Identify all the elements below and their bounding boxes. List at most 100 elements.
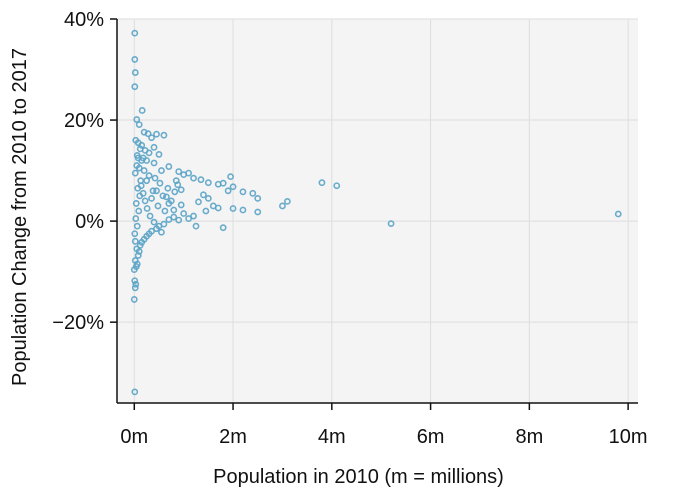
data-point <box>185 169 193 177</box>
data-point <box>174 181 182 189</box>
x-axis-ticks: 0m 2m 4m 6m 8m 10m <box>120 403 648 448</box>
data-point <box>171 188 179 196</box>
data-point <box>144 130 152 138</box>
data-point <box>254 208 262 216</box>
x-tick-label: 6m <box>417 426 445 448</box>
data-point <box>177 201 185 209</box>
data-point <box>192 222 200 230</box>
data-point <box>131 388 139 396</box>
data-point <box>150 218 158 226</box>
data-point <box>249 189 257 197</box>
data-point <box>132 215 140 222</box>
data-point <box>132 200 140 207</box>
y-tick-label: 40% <box>64 9 104 31</box>
y-tick-label: 20% <box>64 110 104 132</box>
data-point <box>318 179 326 187</box>
data-point <box>164 184 172 192</box>
data-point <box>219 224 227 232</box>
data-point <box>387 220 395 228</box>
data-point <box>131 277 139 285</box>
data-point <box>133 162 141 169</box>
data-point <box>139 189 147 197</box>
data-point <box>133 245 141 253</box>
data-point <box>145 149 153 157</box>
data-point <box>154 202 162 210</box>
data-point <box>279 202 286 210</box>
data-point <box>158 167 165 174</box>
y-axis-title: Population Change from 2010 to 2017 <box>9 48 31 386</box>
y-axis-ticks: −20% 0% 20% 40% <box>52 9 117 334</box>
data-point <box>190 212 197 220</box>
data-point <box>165 216 173 223</box>
data-point <box>283 197 291 205</box>
data-point <box>141 197 149 205</box>
x-tick-label: 2m <box>219 426 247 448</box>
data-point <box>151 174 159 182</box>
data-point <box>140 167 148 174</box>
data-point <box>150 143 158 151</box>
data-point <box>195 198 202 206</box>
data-point <box>143 205 151 212</box>
data-point <box>224 187 232 195</box>
data-point <box>158 228 165 236</box>
data-point <box>170 213 178 221</box>
data-point <box>202 207 210 215</box>
data-point <box>197 176 205 184</box>
data-point <box>227 173 234 181</box>
plot-panel <box>117 19 638 403</box>
data-point <box>219 179 227 187</box>
data-point <box>146 212 154 220</box>
data-point <box>200 191 207 199</box>
data-point <box>138 141 146 149</box>
data-point <box>162 193 170 201</box>
data-point <box>133 222 141 230</box>
data-point <box>137 182 145 190</box>
data-point <box>131 83 139 91</box>
data-point <box>135 121 143 128</box>
data-point <box>153 130 160 138</box>
data-point <box>133 116 141 123</box>
data-point <box>214 204 222 212</box>
x-axis-title: Population in 2010 (m = millions) <box>213 466 504 488</box>
data-point <box>204 194 212 202</box>
data-point <box>160 220 168 228</box>
data-point <box>131 56 139 63</box>
data-point <box>131 257 139 264</box>
x-tick-label: 8m <box>515 426 543 448</box>
x-tick-label: 10m <box>609 426 648 448</box>
data-point <box>229 205 237 212</box>
data-point <box>254 194 262 202</box>
data-point <box>149 187 157 195</box>
data-point <box>148 134 155 142</box>
data-point <box>131 29 139 37</box>
data-point <box>138 107 146 114</box>
data-point <box>185 215 193 222</box>
data-point <box>131 237 139 245</box>
data-point <box>160 131 168 139</box>
data-point <box>148 194 155 202</box>
data-point <box>165 163 173 170</box>
data-point <box>131 169 139 177</box>
data-point <box>204 179 212 187</box>
data-point <box>175 168 183 175</box>
data-point <box>170 206 178 214</box>
data-point <box>138 157 146 164</box>
x-tick-label: 0m <box>120 426 148 448</box>
data-point <box>156 179 164 187</box>
data-point <box>177 186 185 194</box>
data-point <box>229 183 237 191</box>
x-tick-label: 4m <box>318 426 346 448</box>
data-point <box>175 216 183 224</box>
data-point <box>150 159 158 167</box>
data-point <box>134 252 142 259</box>
data-point <box>148 227 155 235</box>
data-point <box>143 177 151 185</box>
data-point <box>131 69 139 76</box>
data-point <box>167 197 175 205</box>
data-point <box>131 230 139 238</box>
data-point <box>130 296 138 303</box>
y-tick-label: −20% <box>52 312 104 334</box>
data-point <box>333 182 341 190</box>
data-point <box>614 210 622 218</box>
